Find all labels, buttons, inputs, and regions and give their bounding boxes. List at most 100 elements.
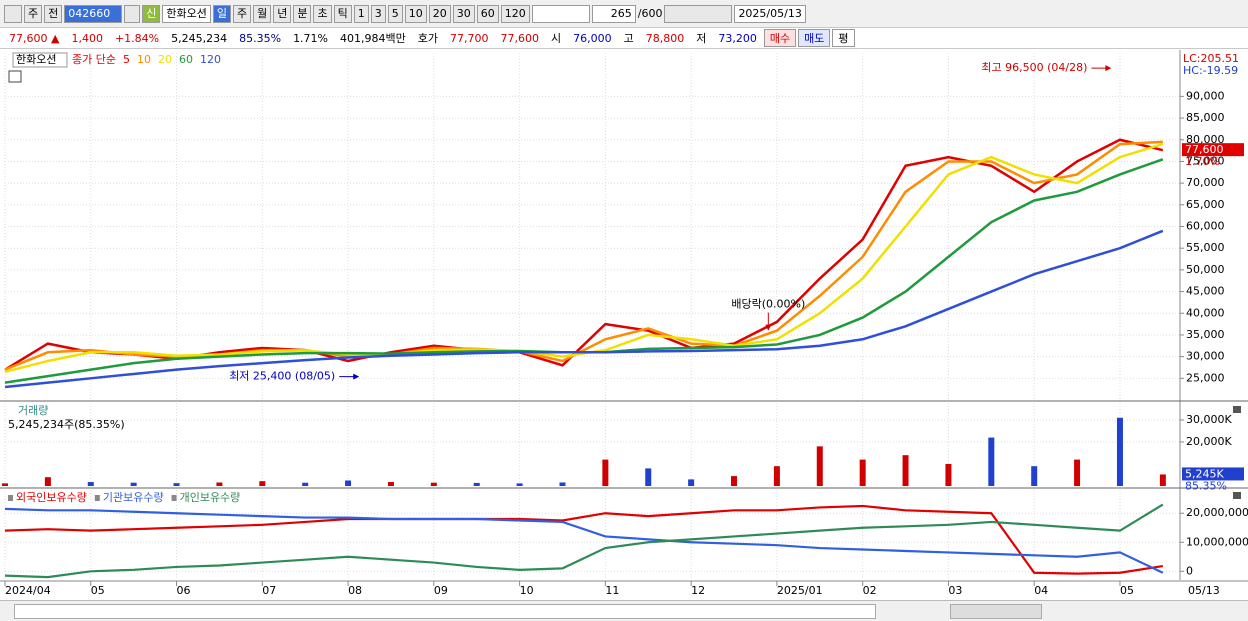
count-input[interactable]: 265: [591, 4, 636, 23]
scrollbar[interactable]: [0, 600, 1248, 621]
interval-button[interactable]: 30: [452, 4, 475, 23]
quote-item: 1.71%: [293, 31, 329, 45]
hc-label: HC:-19.59: [1183, 64, 1238, 77]
quote-item[interactable]: 매도: [798, 29, 831, 47]
quote-item: 77,600: [500, 31, 540, 45]
x-tick-label: 08: [348, 584, 362, 597]
scroll-thumb[interactable]: [950, 604, 1042, 619]
volume-bar: [87, 482, 94, 486]
x-tick-label: 07: [262, 584, 276, 597]
y-tick-label: 55,000: [1186, 241, 1225, 254]
y-tick-label: 90,000: [1186, 89, 1225, 102]
volume-bar: [602, 459, 609, 486]
period-button[interactable]: 초: [313, 4, 332, 23]
interval-button[interactable]: 60: [476, 4, 499, 23]
volume-bar: [516, 483, 523, 486]
volume-bar: [988, 437, 995, 486]
button[interactable]: [4, 4, 22, 23]
current-volume: 5,245K: [1185, 467, 1224, 480]
period-button[interactable]: 틱: [333, 4, 352, 23]
y-tick-label: 50,000: [1186, 263, 1225, 276]
period-button[interactable]: 월: [253, 4, 272, 23]
quote-item: 저: [696, 32, 707, 45]
volume-bar: [173, 483, 180, 486]
code-input[interactable]: 042660: [64, 4, 123, 23]
period-button[interactable]: 주: [232, 4, 252, 23]
y-tick-label: 35,000: [1186, 328, 1225, 341]
interval-button[interactable]: 3: [370, 4, 386, 23]
quote-bar: 77,600 ▲ 1,400 +1.84% 5,245,234 85.35% 1.71% 4…: [0, 28, 1248, 49]
quote-item: 고: [623, 32, 634, 45]
table-icon[interactable]: [8, 70, 22, 83]
y-tick-label: 10,000,000: [1186, 535, 1248, 548]
interval-button[interactable]: 120: [500, 4, 530, 23]
volume-bar: [645, 468, 652, 486]
current-change: 1.70%: [1185, 155, 1220, 168]
button[interactable]: 주: [24, 4, 43, 23]
volume-bar: [430, 482, 437, 486]
legend-entry: 60: [179, 53, 193, 66]
toolbar: 주 전 042660 신 한화오션 일 주 월 년 분 초 틱 1 3 5 10…: [0, 0, 1248, 28]
button[interactable]: 전: [44, 4, 63, 23]
volume-bar: [902, 455, 909, 486]
y-tick-label: 20,000K: [1186, 435, 1232, 448]
dropdown[interactable]: [531, 4, 590, 23]
button[interactable]: [124, 4, 141, 23]
x-tick-label: 05: [1120, 584, 1134, 597]
chart-background: [0, 50, 1248, 600]
chart: 25,000 30,000 35,000 40,000 45,000 50,000 55,0…: [0, 50, 1248, 600]
legend-icon: [94, 495, 100, 501]
series-line: [4, 507, 1164, 574]
y-tick-label: 0: [1186, 564, 1193, 577]
volume-bar: [387, 482, 394, 486]
interval-button[interactable]: 20: [428, 4, 451, 23]
close-icon[interactable]: [1233, 492, 1241, 499]
interval-button[interactable]: 1: [353, 4, 369, 23]
x-tick-label: 2024/04: [5, 584, 51, 597]
close-icon[interactable]: [1233, 406, 1241, 413]
volume-bar: [345, 480, 352, 486]
y-tick-label: 70,000: [1186, 176, 1225, 189]
quote-item[interactable]: 평: [832, 29, 855, 47]
y-tick-label: 30,000: [1186, 350, 1225, 363]
badge: 신: [142, 4, 161, 23]
volume-bar: [859, 459, 866, 486]
interval-button[interactable]: 5: [387, 4, 403, 23]
quote-item: 77,700: [450, 31, 489, 45]
count-total: /600: [637, 7, 663, 20]
legend-prefix: 종가 단순: [72, 53, 116, 66]
legend-entry: 120: [200, 53, 221, 66]
arrow-head: [353, 373, 360, 380]
x-last-date: 05/13: [1188, 584, 1220, 597]
volume-bar: [216, 482, 223, 486]
interval-button[interactable]: 10: [404, 4, 427, 23]
volume-bar: [773, 466, 780, 486]
period-button[interactable]: 년: [273, 4, 292, 23]
volume-bar: [816, 446, 823, 486]
arrow-head: [765, 324, 772, 331]
quote-item: 85.35%: [239, 31, 282, 45]
quote-item: 호가: [417, 32, 438, 45]
x-tick-label: 09: [434, 584, 448, 597]
current-volume-box: [1182, 467, 1244, 481]
x-tick-label: 11: [605, 584, 619, 597]
period-button[interactable]: 분: [293, 4, 312, 23]
tool-buttons[interactable]: [664, 4, 733, 23]
legend-entry: 10: [137, 53, 151, 66]
y-tick-label: 25,000: [1186, 371, 1225, 384]
period-button[interactable]: 일: [212, 4, 231, 23]
series-line: [4, 504, 1164, 575]
volume-bar: [1116, 417, 1123, 486]
current-price-box: [1182, 143, 1244, 157]
arrow-head: [1105, 65, 1112, 72]
date-input[interactable]: 2025/05/13: [734, 4, 806, 23]
y-tick-label: 60,000: [1186, 220, 1225, 233]
x-tick-label: 04: [1034, 584, 1048, 597]
legend-box: [12, 52, 68, 68]
quote-item[interactable]: 매수: [763, 29, 797, 47]
quote-item: +1.84%: [114, 31, 160, 45]
x-tick-label: 10: [520, 584, 534, 597]
annotation: 최고 96,500 (04/28): [981, 61, 1087, 74]
quote-item: 5,245,234: [171, 31, 228, 45]
